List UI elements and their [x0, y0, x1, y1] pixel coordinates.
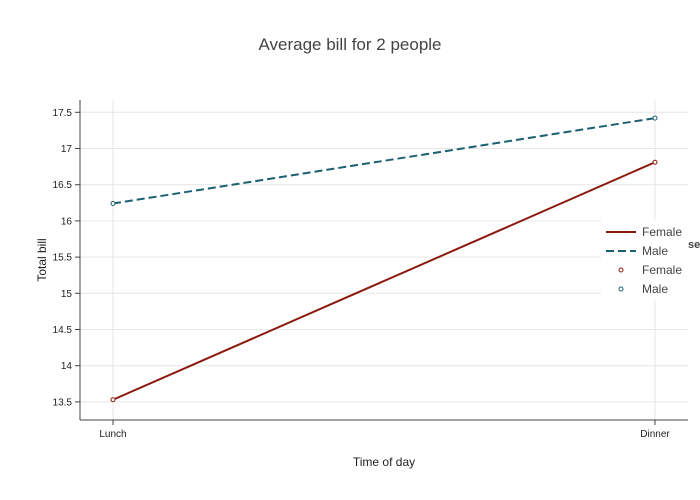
legend-background	[601, 220, 700, 300]
y-tick-label: 15	[61, 289, 73, 300]
y-tick-label: 17.5	[53, 108, 73, 119]
legend-title: se	[688, 239, 700, 251]
legend-marker-swatch	[618, 286, 624, 292]
data-point-male	[110, 201, 116, 207]
data-point-male	[652, 115, 658, 121]
x-axis-label: Time of day	[353, 455, 415, 469]
y-axis-label: Total bill	[35, 238, 49, 281]
series-line-female	[112, 161, 656, 401]
legend-label: Female	[642, 225, 682, 239]
data-point-female	[110, 397, 116, 403]
legend-label: Male	[642, 282, 668, 296]
series-line-male	[112, 117, 656, 205]
axes	[75, 100, 688, 425]
y-tick-label: 17	[61, 144, 73, 155]
series-lines	[112, 117, 656, 401]
gridlines	[80, 100, 688, 420]
x-tick-label: Lunch	[99, 429, 126, 440]
data-point-female	[652, 159, 658, 165]
y-tick-label: 14	[61, 361, 73, 372]
y-tick-label: 16	[61, 216, 73, 227]
y-tick-labels: 13.5 14 14.5 15 15.5 16 16.5 17 17.5	[53, 108, 73, 409]
y-tick-label: 15.5	[53, 253, 73, 264]
chart-title: Average bill for 2 people	[258, 35, 441, 54]
legend-marker-swatch	[618, 267, 624, 273]
y-tick-label: 16.5	[53, 180, 73, 191]
series-points	[110, 115, 658, 403]
x-tick-labels: Lunch Dinner	[99, 429, 670, 440]
legend[interactable]: Female Male Female Male	[601, 220, 700, 300]
legend-label: Male	[642, 244, 668, 258]
x-tick-label: Dinner	[640, 429, 670, 440]
y-tick-label: 13.5	[53, 397, 73, 408]
y-tick-label: 14.5	[53, 325, 73, 336]
legend-label: Female	[642, 263, 682, 277]
